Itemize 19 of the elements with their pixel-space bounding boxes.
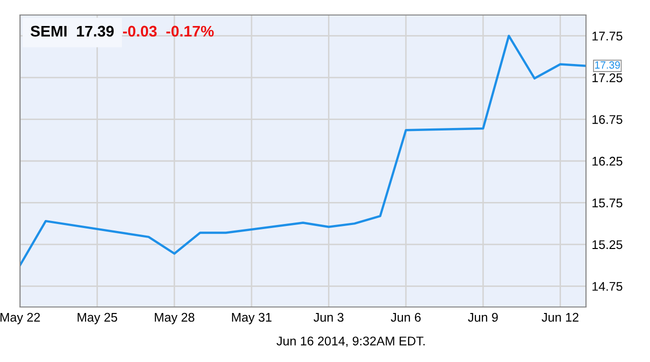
x-tick-label: May 22 bbox=[0, 312, 40, 324]
text: Jun 16 2014, 9:32AM EDT. bbox=[276, 336, 425, 347]
x-tick-label: May 31 bbox=[232, 312, 272, 324]
text: -0.03 -0.17% bbox=[123, 26, 214, 37]
x-tick-label: Jun 9 bbox=[468, 312, 498, 322]
annotation: 17.39 bbox=[595, 61, 620, 69]
y-tick-label: 16.75 bbox=[592, 115, 622, 124]
x-tick-label: May 25 bbox=[78, 312, 118, 324]
text: SEMI 17.39 bbox=[30, 26, 114, 37]
y-tick-label: 17.25 bbox=[592, 73, 622, 82]
y-tick-label: 15.75 bbox=[592, 198, 622, 208]
x-tick-label: Jun 12 bbox=[542, 312, 578, 322]
x-tick-label: Jun 3 bbox=[314, 312, 344, 322]
y-tick-label: 16.25 bbox=[592, 156, 622, 166]
x-tick-label: May 28 bbox=[154, 312, 194, 324]
y-tick-label: 17.75 bbox=[592, 32, 622, 41]
y-tick-label: 15.25 bbox=[592, 240, 622, 250]
x-tick-label: Jun 6 bbox=[390, 312, 421, 322]
y-tick-label: 14.75 bbox=[592, 282, 622, 291]
